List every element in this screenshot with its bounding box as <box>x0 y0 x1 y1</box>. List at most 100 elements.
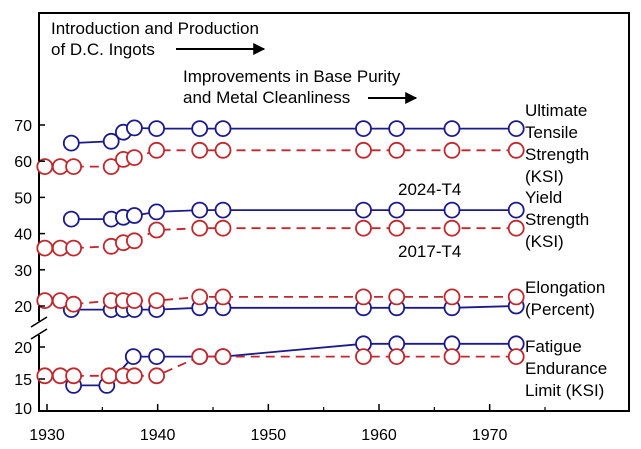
x-tick-label: 1970 <box>472 427 508 444</box>
data-point <box>355 141 372 159</box>
data-point <box>102 158 120 176</box>
data-point <box>388 219 406 237</box>
y-tick-label: 10 <box>14 401 32 418</box>
ticks-layer: 1930 1940 1950 1960 1970 20 30 40 50 60 70 10 15 20 <box>14 118 546 444</box>
data-point <box>191 219 209 237</box>
y-tick-label: 15 <box>14 372 32 389</box>
alloy-label-2024: 2024-T4 <box>398 180 461 199</box>
data-point <box>191 288 209 306</box>
data-point <box>443 219 461 237</box>
data-point <box>191 201 209 219</box>
data-point <box>355 120 372 138</box>
data-point <box>125 367 143 385</box>
data-point <box>507 201 525 219</box>
y-tick-label: 40 <box>14 227 32 244</box>
series-yield-2024-t4 <box>62 201 525 228</box>
annotation-purity-line2: and Metal Cleanliness <box>183 88 350 107</box>
annotation-purity-line1: Improvements in Base Purity <box>183 67 401 86</box>
data-point <box>443 288 461 306</box>
x-tick-label: 1960 <box>361 427 397 444</box>
data-point <box>125 149 143 167</box>
data-point <box>507 141 525 159</box>
data-point <box>214 201 232 219</box>
data-point <box>388 201 406 219</box>
data-point <box>148 348 166 366</box>
data-point <box>355 288 372 306</box>
alloy-label-2017: 2017-T4 <box>398 242 461 261</box>
data-point <box>355 219 372 237</box>
data-point <box>148 120 166 138</box>
series-fatigue-2017-t4 <box>36 348 525 385</box>
label-yield-3: (KSI) <box>525 232 564 251</box>
data-point <box>443 348 461 366</box>
series-elong-2017-t4 <box>36 288 525 313</box>
data-point <box>443 201 461 219</box>
y-tick-label: 60 <box>14 154 32 171</box>
axis-break <box>30 316 48 340</box>
data-point <box>507 288 525 306</box>
data-point <box>148 367 166 385</box>
label-yield-1: Yield <box>525 188 562 207</box>
annotation-ingots-line1: Introduction and Production <box>51 19 259 38</box>
data-point <box>125 207 143 224</box>
label-uts-3: Strength <box>525 145 589 164</box>
y-tick-label: 30 <box>14 263 32 280</box>
label-uts-4: (KSI) <box>525 167 564 186</box>
data-point <box>148 221 166 239</box>
label-yield-2: Strength <box>525 210 589 229</box>
label-fatigue-2: Endurance <box>525 359 607 378</box>
label-elong-2: (Percent) <box>525 300 595 319</box>
x-tick-label: 1950 <box>251 427 287 444</box>
data-point <box>191 348 209 366</box>
data-point <box>388 288 406 306</box>
data-point <box>100 367 118 385</box>
label-fatigue-1: Fatigue <box>525 337 582 356</box>
data-point <box>507 120 525 138</box>
label-elong-1: Elongation <box>525 278 605 297</box>
series-yield-2017-t4 <box>36 219 525 257</box>
data-point <box>36 367 54 385</box>
data-point <box>507 219 525 237</box>
data-point <box>355 201 372 219</box>
data-point <box>125 292 143 310</box>
y-tick-label: 70 <box>14 118 32 135</box>
y-tick-label: 20 <box>14 340 32 357</box>
data-point <box>191 120 209 138</box>
y-tick-label: 20 <box>14 299 32 316</box>
data-point <box>388 120 406 138</box>
data-point <box>191 141 209 159</box>
data-point <box>148 292 166 310</box>
data-point <box>443 120 461 138</box>
data-point <box>62 210 80 228</box>
data-point <box>388 141 406 159</box>
data-point <box>214 120 232 138</box>
x-tick-label: 1930 <box>29 427 65 444</box>
data-point <box>125 119 143 137</box>
data-point <box>148 141 166 159</box>
data-point <box>148 203 166 221</box>
series-layer <box>36 119 525 394</box>
data-point <box>214 141 232 159</box>
data-point <box>65 295 82 313</box>
data-point <box>214 219 232 237</box>
data-point <box>65 158 82 176</box>
data-point <box>125 232 143 250</box>
data-point <box>65 239 82 257</box>
data-point <box>355 348 372 366</box>
series-uts-2024-t4 <box>62 119 525 152</box>
x-tick-label: 1940 <box>140 427 176 444</box>
data-point <box>36 239 54 257</box>
data-point <box>443 141 461 159</box>
y-tick-label: 50 <box>14 190 32 207</box>
data-point <box>507 348 525 366</box>
data-point <box>102 132 120 150</box>
data-point <box>62 134 80 152</box>
data-point <box>214 348 232 366</box>
data-point <box>124 348 142 366</box>
label-fatigue-3: Limit (KSI) <box>525 381 604 400</box>
data-point <box>214 288 232 306</box>
annotation-ingots-line2: of D.C. Ingots <box>51 40 155 59</box>
label-uts-1: Ultimate <box>525 101 587 120</box>
data-point <box>388 348 406 366</box>
